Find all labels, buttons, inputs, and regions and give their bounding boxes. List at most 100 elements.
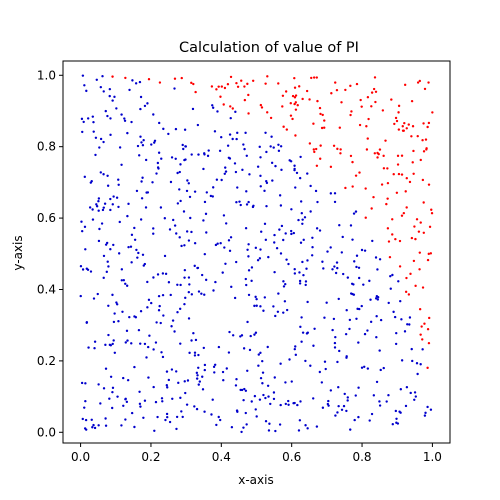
point-inside xyxy=(170,368,174,371)
point-inside xyxy=(333,192,337,195)
point-outside xyxy=(358,123,362,127)
point-inside xyxy=(113,95,116,99)
point-inside xyxy=(109,197,112,201)
point-inside xyxy=(248,348,252,352)
point-inside xyxy=(294,353,298,357)
point-inside xyxy=(379,368,382,372)
point-inside xyxy=(152,385,155,389)
point-outside xyxy=(226,83,230,86)
point-inside xyxy=(179,396,182,400)
point-inside xyxy=(124,282,127,286)
point-inside xyxy=(354,394,357,397)
point-inside xyxy=(302,273,305,277)
point-inside xyxy=(353,260,356,263)
point-outside xyxy=(370,105,373,108)
point-inside xyxy=(345,309,348,312)
point-inside xyxy=(184,296,187,300)
point-inside xyxy=(130,233,134,237)
point-inside xyxy=(353,418,356,422)
point-inside xyxy=(224,262,227,265)
point-outside xyxy=(392,173,395,176)
point-inside xyxy=(187,276,191,279)
point-inside xyxy=(253,304,256,308)
point-inside xyxy=(161,400,164,403)
point-inside xyxy=(156,415,159,419)
point-inside xyxy=(185,230,189,233)
point-inside xyxy=(138,390,141,393)
point-outside xyxy=(418,79,422,83)
point-outside xyxy=(296,103,299,107)
point-outside xyxy=(312,76,316,79)
point-inside xyxy=(278,194,282,197)
chart-title: Calculation of value of PI xyxy=(179,40,359,56)
point-inside xyxy=(170,156,174,159)
point-inside xyxy=(257,364,260,367)
point-inside xyxy=(81,130,84,134)
point-inside xyxy=(215,423,218,427)
point-outside xyxy=(236,85,240,89)
point-inside xyxy=(207,149,210,152)
point-inside xyxy=(306,300,309,304)
point-inside xyxy=(406,323,409,326)
point-inside xyxy=(329,192,333,195)
point-inside xyxy=(181,143,184,147)
point-inside xyxy=(403,330,407,333)
point-outside xyxy=(291,117,294,121)
point-inside xyxy=(242,398,245,402)
x-ticks: 0.0 0.2 0.4 0.6 0.8 1.0 xyxy=(71,443,442,464)
point-inside xyxy=(204,212,208,216)
point-inside xyxy=(290,208,293,211)
point-inside xyxy=(140,141,143,144)
point-inside xyxy=(263,296,267,299)
point-outside xyxy=(251,79,255,82)
point-inside xyxy=(137,328,141,332)
point-inside xyxy=(370,412,374,416)
point-inside xyxy=(174,127,178,131)
point-outside xyxy=(377,152,380,156)
point-inside xyxy=(349,224,353,227)
point-outside xyxy=(416,81,420,84)
point-inside xyxy=(340,408,344,411)
point-inside xyxy=(111,203,114,206)
point-inside xyxy=(146,306,149,309)
point-inside xyxy=(103,202,107,205)
point-outside xyxy=(354,174,358,177)
point-inside xyxy=(112,339,115,342)
point-inside xyxy=(235,260,238,264)
point-outside xyxy=(429,252,433,255)
point-inside xyxy=(127,245,130,249)
point-inside xyxy=(236,186,239,189)
point-outside xyxy=(336,147,339,151)
point-inside xyxy=(153,139,157,142)
point-inside xyxy=(282,280,285,283)
point-inside xyxy=(167,132,170,136)
point-inside xyxy=(142,416,145,419)
point-inside xyxy=(375,315,378,318)
point-inside xyxy=(411,359,414,363)
point-inside xyxy=(255,304,258,307)
point-inside xyxy=(111,386,115,390)
point-outside xyxy=(425,148,428,151)
point-inside xyxy=(121,310,124,314)
point-inside xyxy=(110,406,114,410)
point-inside xyxy=(229,236,233,239)
point-inside xyxy=(223,172,226,175)
point-outside xyxy=(231,107,234,110)
point-inside xyxy=(246,248,249,251)
point-inside xyxy=(111,342,114,346)
point-inside xyxy=(81,417,84,421)
point-inside xyxy=(335,261,339,264)
point-inside xyxy=(302,238,305,242)
point-inside xyxy=(153,141,156,144)
point-outside xyxy=(409,272,412,276)
point-inside xyxy=(230,425,234,429)
point-inside xyxy=(167,281,171,284)
point-inside xyxy=(234,110,237,114)
point-inside xyxy=(135,189,139,193)
point-inside xyxy=(250,400,253,403)
point-inside xyxy=(112,243,115,247)
point-inside xyxy=(104,417,107,420)
point-inside xyxy=(259,248,262,251)
point-inside xyxy=(276,310,280,313)
point-inside xyxy=(156,161,160,165)
